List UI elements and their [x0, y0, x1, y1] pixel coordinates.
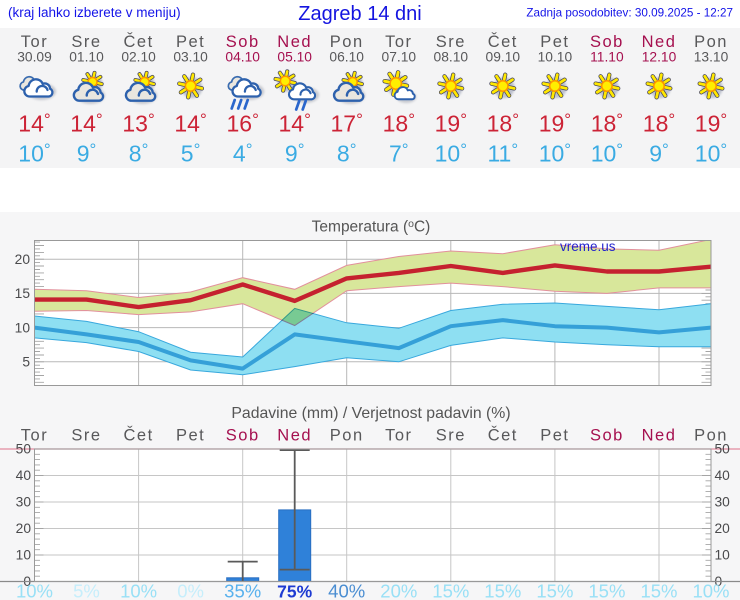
svg-text:Ned: Ned: [642, 33, 677, 51]
svg-text:10%: 10%: [120, 581, 157, 600]
svg-text:Pet: Pet: [176, 33, 205, 51]
svg-text:Zadnja posodobitev: 30.09.2025: Zadnja posodobitev: 30.09.2025 - 12:27: [526, 7, 733, 20]
svg-text:40: 40: [715, 468, 731, 483]
svg-text:10.10: 10.10: [538, 50, 573, 65]
svg-text:Tor: Tor: [385, 427, 412, 445]
svg-text:20: 20: [15, 252, 31, 267]
svg-text:Sre: Sre: [71, 427, 101, 445]
svg-text:Čet: Čet: [124, 32, 154, 51]
svg-text:13.10: 13.10: [694, 50, 729, 65]
svg-text:20: 20: [715, 521, 731, 536]
svg-text:Sre: Sre: [71, 33, 101, 51]
svg-text:Pon: Pon: [694, 427, 728, 445]
svg-text:35%: 35%: [224, 581, 261, 600]
svg-text:Čet: Čet: [124, 426, 154, 445]
svg-text:Pon: Pon: [330, 427, 364, 445]
svg-text:40: 40: [16, 468, 32, 483]
svg-text:10: 10: [715, 548, 731, 563]
svg-text:Sre: Sre: [436, 427, 466, 445]
svg-text:0%: 0%: [177, 581, 204, 600]
svg-text:04.10: 04.10: [225, 50, 260, 65]
svg-text:15%: 15%: [640, 581, 677, 600]
svg-text:vreme.us: vreme.us: [560, 239, 616, 254]
svg-text:Sob: Sob: [590, 427, 624, 445]
svg-text:Sob: Sob: [590, 33, 624, 51]
svg-text:Sob: Sob: [226, 33, 260, 51]
svg-text:15%: 15%: [432, 581, 469, 600]
svg-text:40%: 40%: [328, 581, 365, 600]
svg-text:10: 10: [16, 548, 32, 563]
svg-text:Pon: Pon: [330, 33, 364, 51]
svg-text:50: 50: [16, 442, 32, 457]
svg-text:Pet: Pet: [540, 427, 569, 445]
svg-text:10%: 10%: [16, 581, 53, 600]
svg-text:07.10: 07.10: [382, 50, 417, 65]
svg-text:Zagreb 14 dni: Zagreb 14 dni: [298, 3, 421, 25]
svg-text:10%: 10%: [692, 581, 729, 600]
svg-text:02.10: 02.10: [121, 50, 156, 65]
svg-text:Čet: Čet: [488, 426, 518, 445]
svg-text:15: 15: [15, 286, 31, 301]
svg-text:Temperatura (oC): Temperatura (oC): [312, 218, 431, 236]
svg-text:09.10: 09.10: [486, 50, 521, 65]
svg-text:50: 50: [715, 442, 731, 457]
svg-text:20: 20: [16, 521, 32, 536]
svg-text:Ned: Ned: [642, 427, 677, 445]
svg-text:5: 5: [22, 355, 30, 370]
svg-text:Ned: Ned: [277, 33, 312, 51]
svg-text:15%: 15%: [484, 581, 521, 600]
svg-text:30: 30: [715, 495, 731, 510]
svg-text:05.10: 05.10: [277, 50, 312, 65]
svg-text:01.10: 01.10: [69, 50, 104, 65]
svg-text:Tor: Tor: [21, 427, 48, 445]
svg-text:Čet: Čet: [488, 32, 518, 51]
svg-text:5%: 5%: [73, 581, 100, 600]
svg-text:75%: 75%: [277, 582, 312, 600]
svg-text:Tor: Tor: [385, 33, 412, 51]
svg-text:03.10: 03.10: [173, 50, 208, 65]
svg-text:Tor: Tor: [21, 33, 48, 51]
svg-text:30.09: 30.09: [17, 50, 52, 65]
svg-text:10: 10: [15, 320, 31, 335]
svg-text:Sre: Sre: [436, 33, 466, 51]
svg-text:Pet: Pet: [176, 427, 205, 445]
svg-text:15%: 15%: [536, 581, 573, 600]
svg-text:30: 30: [16, 495, 32, 510]
svg-text:Pon: Pon: [694, 33, 728, 51]
svg-text:Sob: Sob: [226, 427, 260, 445]
svg-text:12.10: 12.10: [642, 50, 677, 65]
svg-text:15%: 15%: [588, 581, 625, 600]
svg-text:20%: 20%: [380, 581, 417, 600]
svg-text:Pet: Pet: [540, 33, 569, 51]
svg-text:06.10: 06.10: [329, 50, 364, 65]
svg-text:Padavine (mm) / Verjetnost pad: Padavine (mm) / Verjetnost padavin (%): [231, 405, 510, 422]
svg-text:11.10: 11.10: [590, 50, 624, 65]
svg-text:08.10: 08.10: [434, 50, 469, 65]
svg-text:(kraj lahko izberete v meniju): (kraj lahko izberete v meniju): [8, 5, 181, 20]
svg-text:Ned: Ned: [277, 427, 312, 445]
